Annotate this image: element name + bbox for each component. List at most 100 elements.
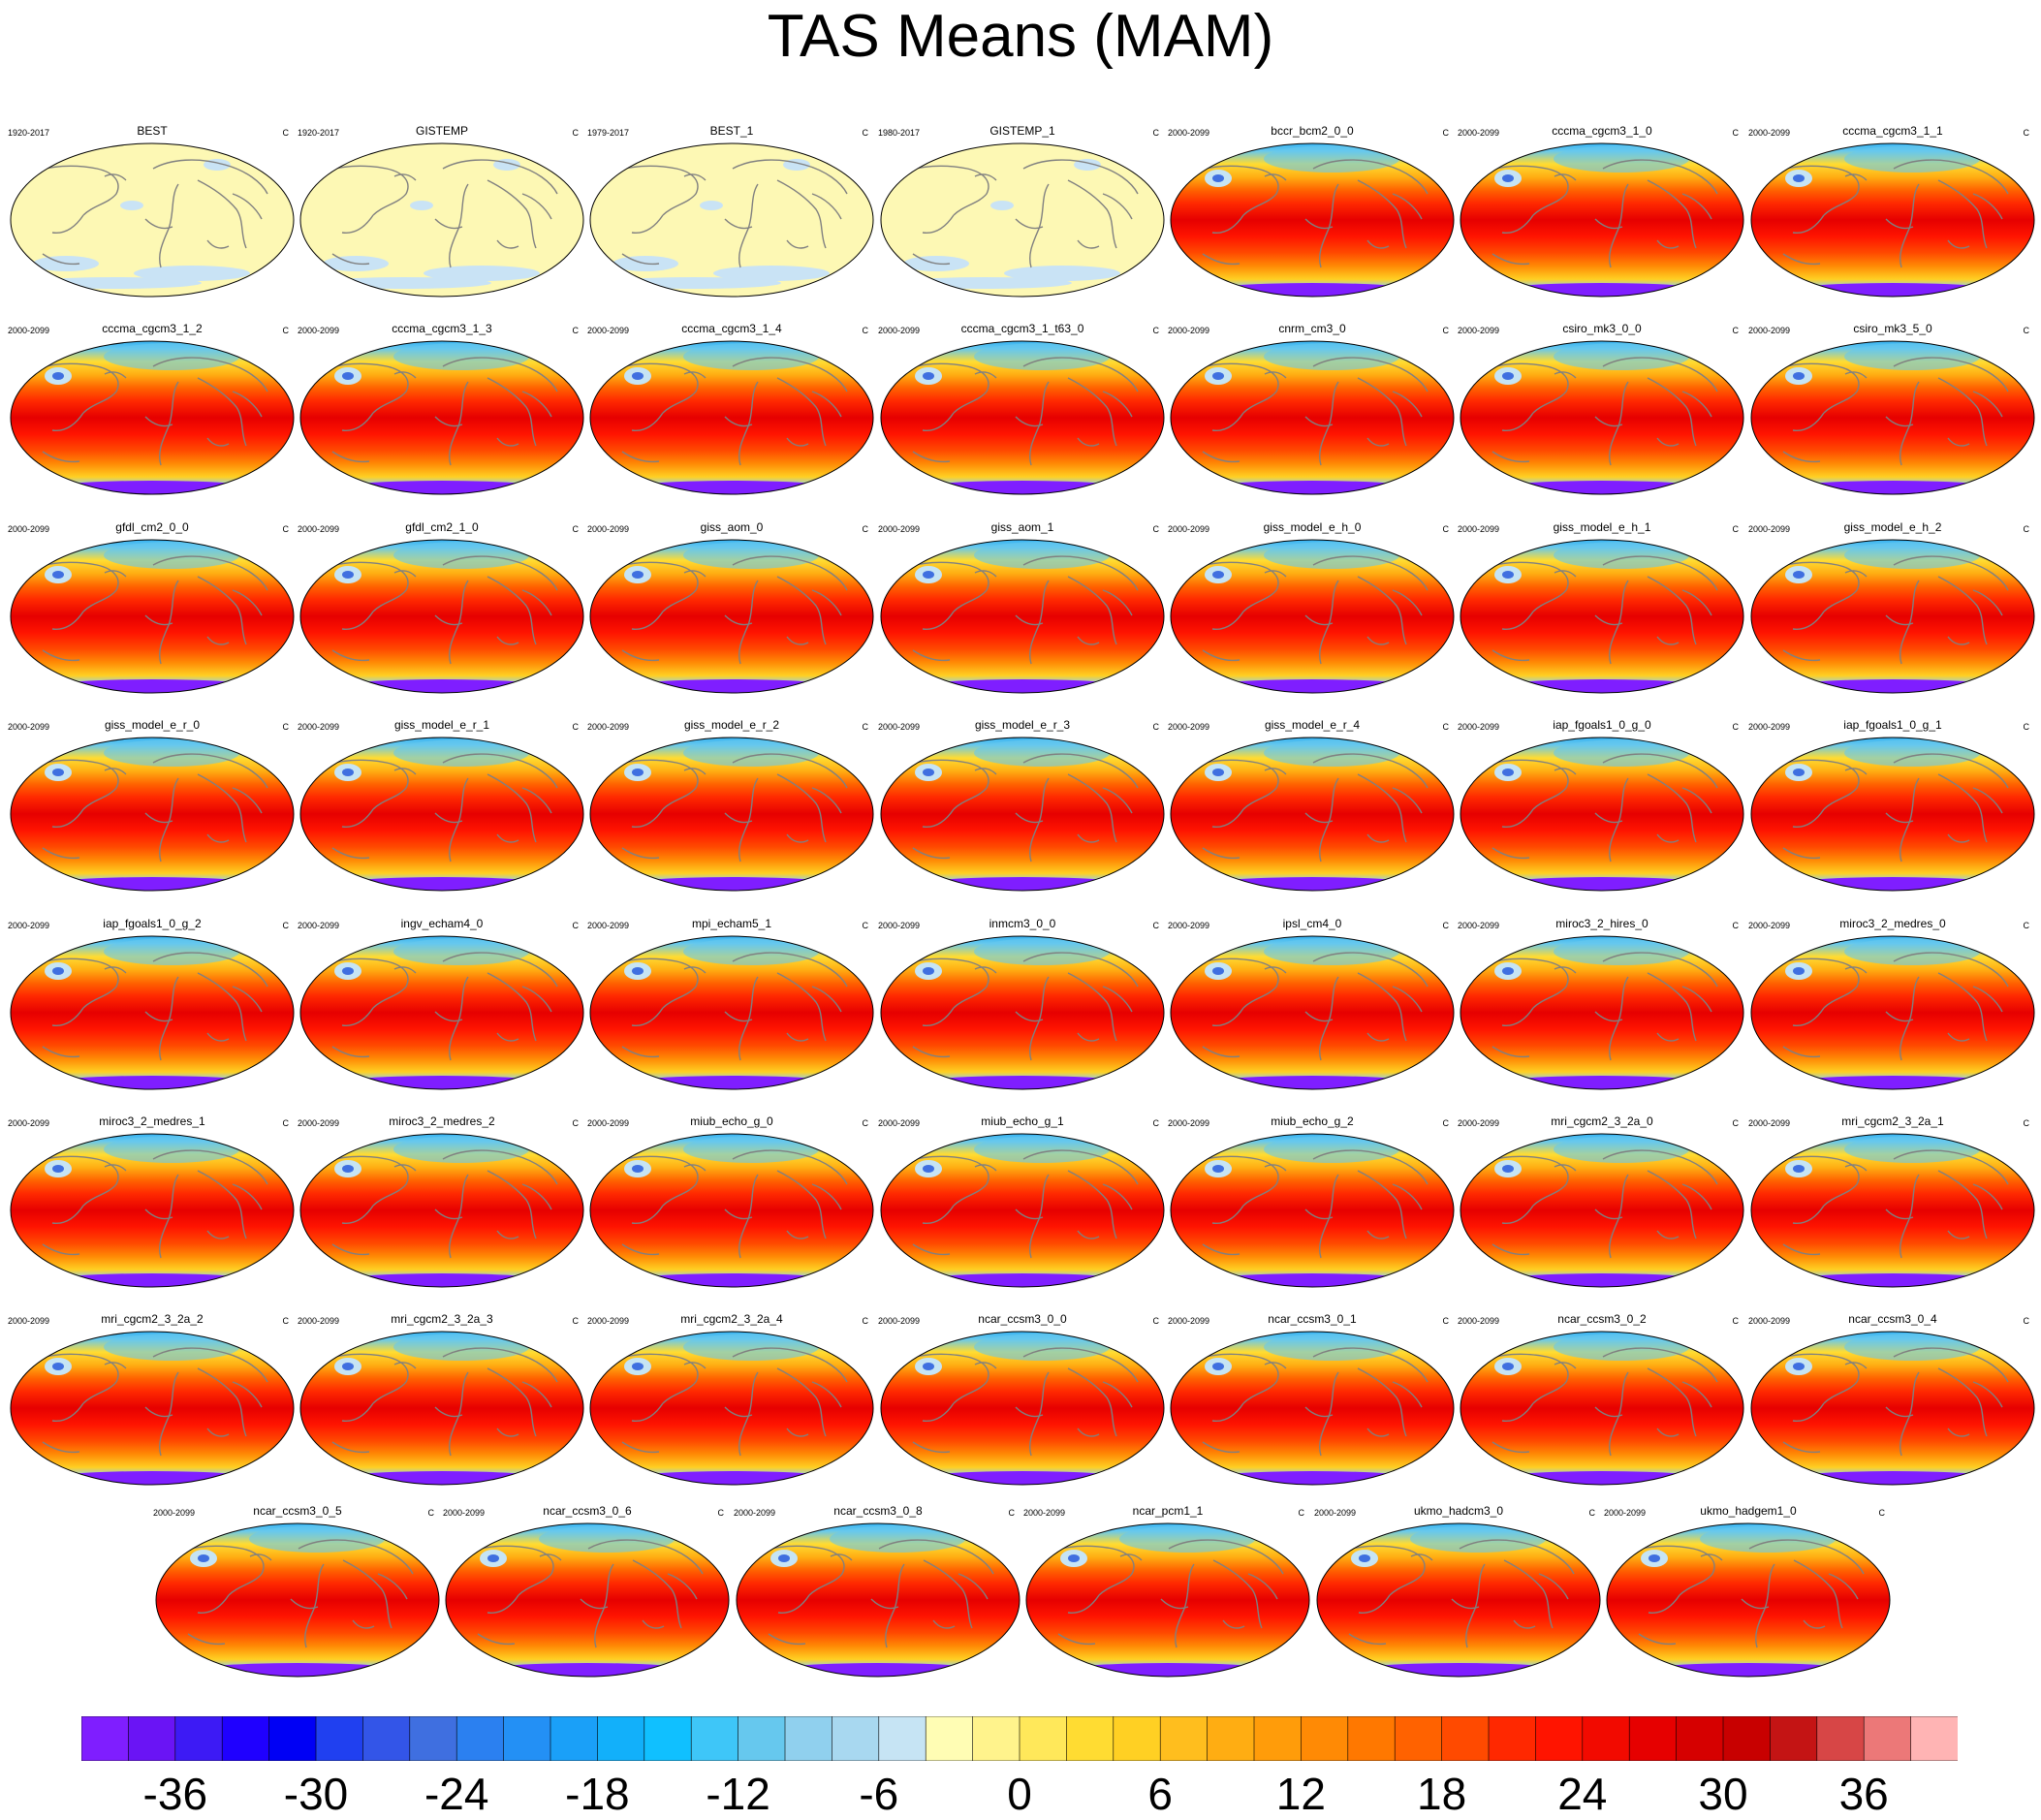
- panel-period: 2000-2099: [1168, 921, 1210, 930]
- map-panel: 1920-2017 BEST C: [8, 120, 297, 320]
- chart-title: TAS Means (MAM): [767, 3, 1274, 70]
- world-map: [1170, 935, 1455, 1090]
- panel-period: 2000-2099: [587, 326, 630, 335]
- panel-period: 2000-2099: [1458, 722, 1500, 732]
- panel-title: GISTEMP: [415, 124, 468, 138]
- panel-period: 2000-2099: [878, 1316, 921, 1326]
- colorbar-swatch: [1207, 1716, 1255, 1761]
- panel-title: iap_fgoals1_0_g_2: [103, 917, 202, 930]
- map-panel: 2000-2099 giss_aom_1 C: [878, 517, 1167, 716]
- colorbar-swatch: [1159, 1716, 1209, 1761]
- colorbar-swatch: [1253, 1716, 1303, 1761]
- map-panel: 2000-2099 mri_cgcm2_3_2a_1 C: [1748, 1111, 2037, 1310]
- world-map: [1606, 1522, 1891, 1678]
- panel-period: 2000-2099: [878, 921, 921, 930]
- panel-title: giss_aom_0: [700, 520, 764, 534]
- panel-period: 2000-2099: [8, 722, 50, 732]
- panel-period: 2000-2099: [878, 326, 921, 335]
- panel-period: 2000-2099: [8, 1316, 50, 1326]
- panel-units: C: [572, 1118, 580, 1128]
- panel-units: C: [1442, 326, 1450, 335]
- panel-units: C: [1152, 326, 1160, 335]
- map-panel: 2000-2099 iap_fgoals1_0_g_2 C: [8, 913, 297, 1113]
- map-panel: 2000-2099 miroc3_2_hires_0 C: [1458, 913, 1746, 1113]
- colorbar-swatch: [1019, 1716, 1068, 1761]
- world-map: [1460, 1133, 1744, 1288]
- panel-units: C: [282, 921, 290, 930]
- panel-period: 2000-2099: [1748, 1118, 1791, 1128]
- world-map: [1460, 1331, 1744, 1486]
- map-panel: 2000-2099 inmcm3_0_0 C: [878, 913, 1167, 1113]
- panel-title: iap_fgoals1_0_g_0: [1553, 718, 1651, 732]
- world-map: [1750, 737, 2035, 892]
- world-map: [1460, 737, 1744, 892]
- map-panel: 2000-2099 giss_model_e_r_2 C: [587, 714, 876, 914]
- colorbar-tick-label: -24: [424, 1769, 489, 1819]
- panel-period: 2000-2099: [587, 1118, 630, 1128]
- map-panel: 2000-2099 iap_fgoals1_0_g_0 C: [1458, 714, 1746, 914]
- colorbar-swatch: [1347, 1716, 1397, 1761]
- map-panel: 1980-2017 GISTEMP_1 C: [878, 120, 1167, 320]
- colorbar-swatch: [1816, 1716, 1866, 1761]
- map-panel: 2000-2099 mri_cgcm2_3_2a_2 C: [8, 1308, 297, 1508]
- world-map: [589, 737, 874, 892]
- panel-title: cccma_cgcm3_1_t63_0: [960, 322, 1084, 335]
- colorbar-swatch: [503, 1716, 551, 1761]
- panel-units: C: [1732, 524, 1740, 534]
- map-panel: 2000-2099 cccma_cgcm3_1_3 C: [298, 318, 586, 518]
- colorbar-swatch: [455, 1716, 505, 1761]
- panel-period: 2000-2099: [587, 524, 630, 534]
- panel-title: GISTEMP_1: [989, 124, 1055, 138]
- panel-units: C: [1588, 1508, 1596, 1518]
- panel-units: C: [1152, 128, 1160, 138]
- panel-units: C: [2023, 326, 2030, 335]
- colorbar-swatch: [878, 1716, 927, 1761]
- panel-units: C: [1732, 1118, 1740, 1128]
- colorbar-tick-label: 18: [1417, 1769, 1467, 1819]
- panel-units: C: [2023, 1118, 2030, 1128]
- world-map: [1460, 539, 1744, 694]
- world-map: [1750, 142, 2035, 298]
- world-map: [10, 539, 295, 694]
- panel-period: 2000-2099: [1458, 524, 1500, 534]
- colorbar-swatch: [268, 1716, 317, 1761]
- panel-period: 2000-2099: [1748, 326, 1791, 335]
- panel-period: 2000-2099: [298, 524, 340, 534]
- map-panel: 2000-2099 cccma_cgcm3_1_0 C: [1458, 120, 1746, 320]
- map-panel: 2000-2099 ncar_ccsm3_0_4 C: [1748, 1308, 2037, 1508]
- map-panel: 2000-2099 miroc3_2_medres_1 C: [8, 1111, 297, 1310]
- map-panel: 2000-2099 miroc3_2_medres_2 C: [298, 1111, 586, 1310]
- map-panel: 2000-2099 gfdl_cm2_1_0 C: [298, 517, 586, 716]
- colorbar-swatch: [1628, 1716, 1678, 1761]
- panel-units: C: [1152, 722, 1160, 732]
- panel-period: 2000-2099: [878, 1118, 921, 1128]
- colorbar-swatch: [925, 1716, 974, 1761]
- panel-title: mri_cgcm2_3_2a_0: [1551, 1114, 1653, 1128]
- colorbar-swatch: [1910, 1716, 1958, 1761]
- panel-period: 2000-2099: [298, 1118, 340, 1128]
- panel-units: C: [1442, 524, 1450, 534]
- colorbar-tick-label: -6: [859, 1769, 899, 1819]
- colorbar: [81, 1716, 1958, 1761]
- panel-title: cccma_cgcm3_1_1: [1842, 124, 1943, 138]
- panel-units: C: [862, 326, 869, 335]
- map-panel: 1920-2017 GISTEMP C: [298, 120, 586, 320]
- panel-title: miroc3_2_medres_2: [389, 1114, 495, 1128]
- panel-units: C: [862, 1316, 869, 1326]
- colorbar-swatch: [1722, 1716, 1772, 1761]
- panel-units: C: [2023, 921, 2030, 930]
- map-panel: 2000-2099 cccma_cgcm3_1_t63_0 C: [878, 318, 1167, 518]
- panel-title: cccma_cgcm3_1_4: [681, 322, 782, 335]
- world-map: [445, 1522, 730, 1678]
- world-map: [736, 1522, 1020, 1678]
- map-panel: 2000-2099 ncar_ccsm3_0_5 C: [153, 1500, 442, 1700]
- panel-units: C: [862, 722, 869, 732]
- panel-title: ncar_ccsm3_0_5: [253, 1504, 342, 1518]
- colorbar-tick-label: 12: [1275, 1769, 1326, 1819]
- panel-period: 1980-2017: [878, 128, 921, 138]
- world-map: [880, 340, 1165, 495]
- panel-title: BEST_1: [709, 124, 754, 138]
- panel-title: ncar_ccsm3_0_0: [978, 1312, 1067, 1326]
- panel-title: csiro_mk3_5_0: [1853, 322, 1932, 335]
- panel-title: giss_model_e_h_2: [1843, 520, 1942, 534]
